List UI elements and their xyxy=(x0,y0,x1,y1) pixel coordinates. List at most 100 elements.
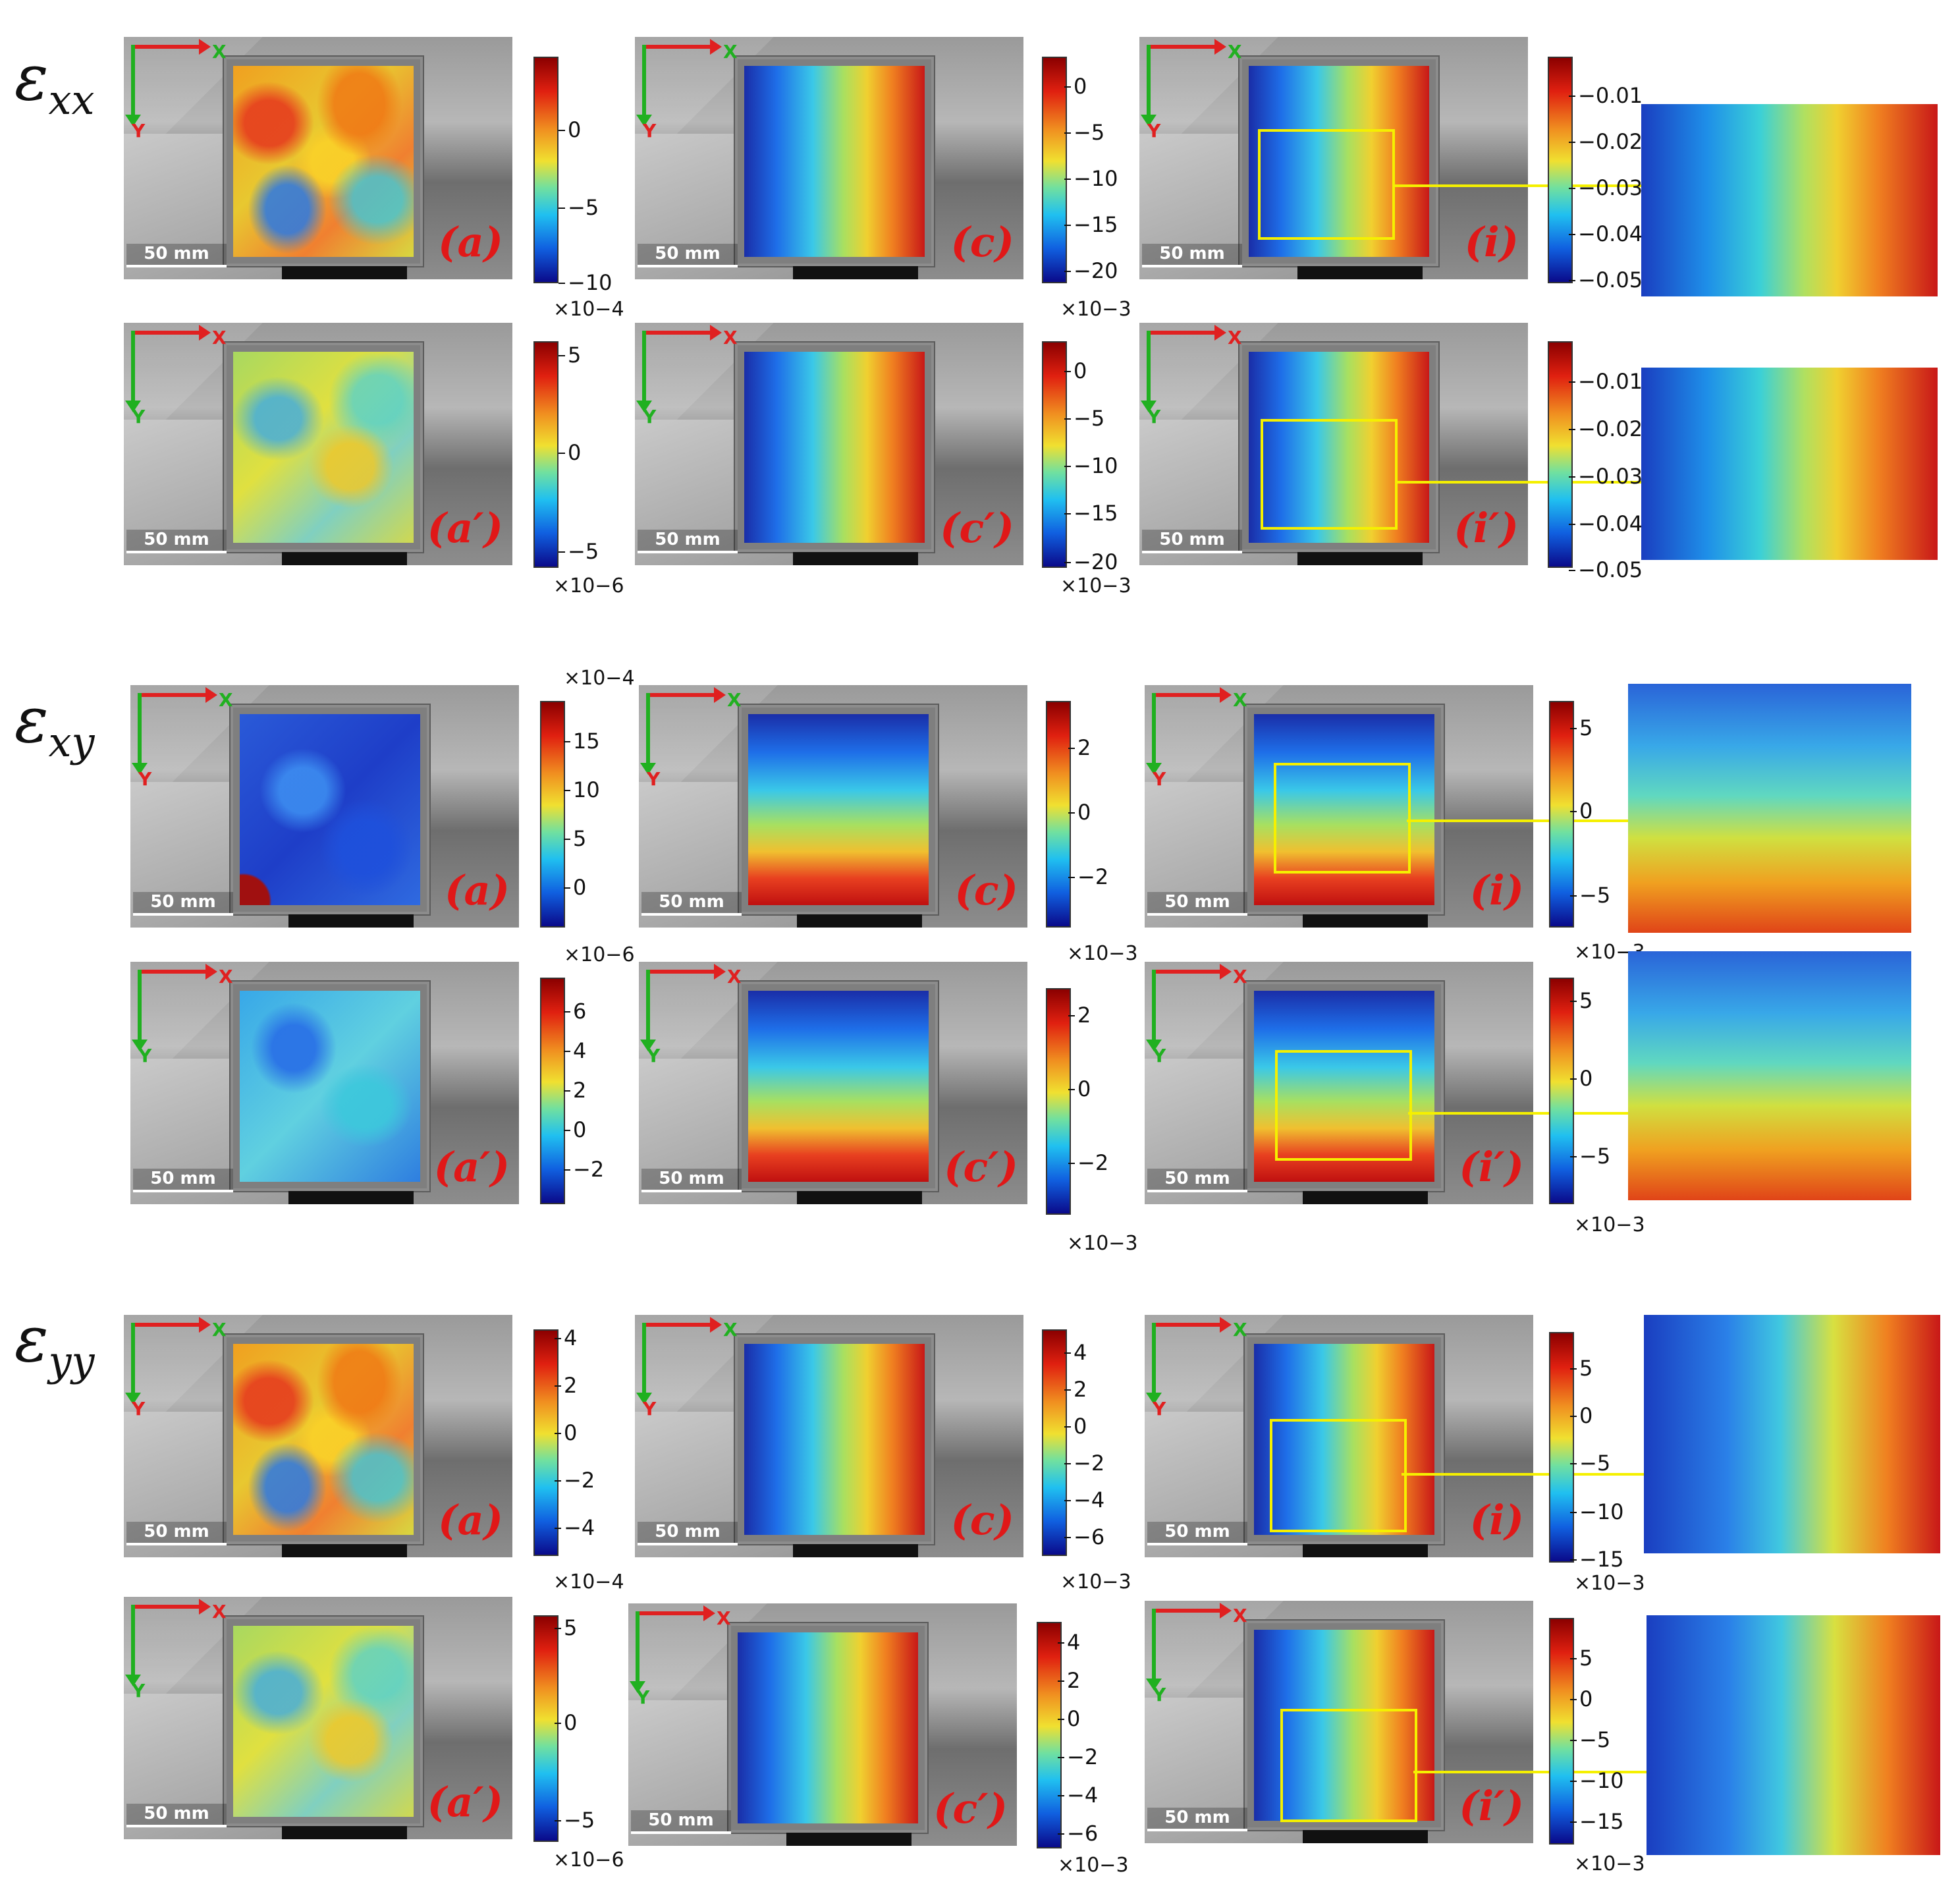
colorbar-tick: 5 xyxy=(558,343,582,368)
panel-tag: (i) xyxy=(1469,1496,1524,1544)
colorbar-tick: −4 xyxy=(554,1515,595,1540)
colorbar-tick: −20 xyxy=(1064,549,1118,574)
axis-y-label: Y xyxy=(643,406,657,428)
roi-box xyxy=(1258,129,1395,240)
zoomed-region-exx-i xyxy=(1641,104,1938,296)
colorbar-tick: −10 xyxy=(1064,166,1118,191)
colorbar-tick: 2 xyxy=(563,1078,587,1103)
panel-tag: (a) xyxy=(438,1496,503,1544)
colorbar-tick: 2 xyxy=(1068,1003,1091,1028)
colorbar-tick: 0 xyxy=(1064,1414,1087,1439)
zoomed-region-exy-i-prime xyxy=(1628,951,1911,1200)
colorbar-tick: −15 xyxy=(1570,1809,1624,1834)
colorbar-tick: −15 xyxy=(1570,1547,1624,1572)
colorbar-tick: 0 xyxy=(1068,1076,1091,1101)
colorbar-scale: ×10−3 xyxy=(1060,574,1131,597)
panel-tag: (a′) xyxy=(427,1778,503,1826)
axis-x-label: X xyxy=(1233,689,1247,711)
zoomed-region-exx-i-prime xyxy=(1641,368,1938,560)
colorbar-scale: ×10−3 xyxy=(1574,1852,1645,1875)
panel-tag: (i′) xyxy=(1459,1782,1524,1830)
axis-y-label: Y xyxy=(647,1045,661,1067)
colorbar-scale: ×10−6 xyxy=(564,943,635,966)
scale-bar: 50 mm xyxy=(126,244,227,267)
colorbar-eyy-i-prime xyxy=(1549,1618,1574,1845)
colorbar-eyy-a xyxy=(533,1329,558,1556)
section-label-eyy: εyy xyxy=(14,1302,95,1385)
scale-bar: 50 mm xyxy=(638,530,738,553)
colorbar-tick: −0.02 xyxy=(1568,416,1643,441)
panel-tag: (c′) xyxy=(933,1785,1008,1833)
colorbar-tick: −5 xyxy=(558,539,599,564)
colorbar-tick: 10 xyxy=(564,777,600,802)
colorbar-tick: −15 xyxy=(1064,501,1118,526)
scale-bar: 50 mm xyxy=(126,530,227,553)
scale-bar: 50 mm xyxy=(1142,244,1242,267)
panel-tag: (a′) xyxy=(427,504,503,552)
panel-tag: (a′) xyxy=(433,1143,510,1191)
scale-bar: 50 mm xyxy=(638,1522,738,1545)
colorbar-tick: −20 xyxy=(1064,258,1118,283)
zoomed-region-eyy-i xyxy=(1644,1315,1940,1553)
colorbar-scale: ×10−3 xyxy=(1067,1232,1138,1255)
colorbar-exy-i-prime xyxy=(1549,978,1574,1204)
colorbar-tick: −4 xyxy=(1057,1783,1099,1808)
axis-x-label: X xyxy=(219,966,233,987)
colorbar-tick: −2 xyxy=(1068,1150,1109,1175)
colorbar-exx-a xyxy=(533,57,558,283)
panel-exx-a-prime: X Y 50 mm (a′) xyxy=(124,323,512,565)
panel-tag: (i) xyxy=(1469,866,1524,914)
colorbar-tick: −5 xyxy=(554,1808,595,1833)
scale-bar: 50 mm xyxy=(126,1804,227,1827)
colorbar-tick: −0.04 xyxy=(1568,511,1643,536)
colorbar-tick: −0.04 xyxy=(1568,221,1643,246)
colorbar-tick: 0 xyxy=(1064,358,1087,383)
colorbar-scale: ×10−6 xyxy=(553,574,624,597)
axis-x-label: X xyxy=(212,41,227,63)
panel-eyy-i-prime: X Y 50 mm (i′) xyxy=(1145,1601,1533,1843)
panel-exy-a-prime: X Y 50 mm (a′) xyxy=(130,962,519,1204)
colorbar-tick: 0 xyxy=(563,875,587,900)
colorbar-tick: −0.02 xyxy=(1568,129,1643,154)
colorbar-tick: −5 xyxy=(1569,1451,1611,1476)
colorbar-tick: 0 xyxy=(563,1117,587,1142)
panel-exx-c-prime: X Y 50 mm (c′) xyxy=(635,323,1023,565)
axis-x-label: X xyxy=(723,1319,738,1341)
scale-bar: 50 mm xyxy=(1142,530,1242,553)
scale-bar: 50 mm xyxy=(1147,1808,1247,1831)
colorbar-scale: ×10−4 xyxy=(564,667,635,690)
axis-x-label: X xyxy=(1233,966,1247,987)
panel-exy-c-prime: X Y 50 mm (c′) xyxy=(639,962,1027,1204)
panel-tag: (c′) xyxy=(944,1143,1018,1191)
colorbar-scale: ×10−6 xyxy=(553,1848,624,1872)
axis-y-label: Y xyxy=(1147,406,1161,428)
colorbar-scale: ×10−3 xyxy=(1058,1854,1129,1877)
colorbar-tick: 0 xyxy=(554,1420,578,1445)
axis-y-label: Y xyxy=(138,768,152,790)
axis-x-label: X xyxy=(1228,327,1242,348)
panel-tag: (c′) xyxy=(940,504,1014,552)
colorbar-tick: −5 xyxy=(1569,883,1611,908)
colorbar-tick: 0 xyxy=(1569,1403,1593,1428)
colorbar-tick: 5 xyxy=(1569,1356,1593,1381)
axis-x-label: X xyxy=(219,689,233,711)
axis-y-label: Y xyxy=(1153,1398,1166,1420)
axis-y-label: Y xyxy=(643,120,657,142)
colorbar-tick: 4 xyxy=(563,1038,587,1063)
colorbar-tick: 0 xyxy=(1569,1066,1593,1091)
colorbar-tick: 2 xyxy=(554,1373,578,1398)
panel-tag: (c) xyxy=(950,1496,1014,1544)
panel-exy-a: X Y 50 mm (a) xyxy=(130,685,519,928)
colorbar-scale: ×10−3 xyxy=(1574,1213,1645,1236)
scale-bar: 50 mm xyxy=(133,1169,233,1192)
panel-eyy-c: X Y 50 mm (c) xyxy=(635,1315,1023,1557)
colorbar-tick: 5 xyxy=(563,826,587,851)
scale-bar: 50 mm xyxy=(133,892,233,916)
colorbar-eyy-c xyxy=(1042,1329,1067,1556)
axis-x-label: X xyxy=(1228,41,1242,63)
colorbar-tick: −2 xyxy=(563,1157,605,1182)
panel-tag: (i′) xyxy=(1459,1143,1524,1191)
colorbar-tick: −0.03 xyxy=(1568,175,1643,200)
colorbar-tick: −2 xyxy=(1064,1451,1105,1476)
colorbar-scale: ×10−4 xyxy=(553,298,624,321)
